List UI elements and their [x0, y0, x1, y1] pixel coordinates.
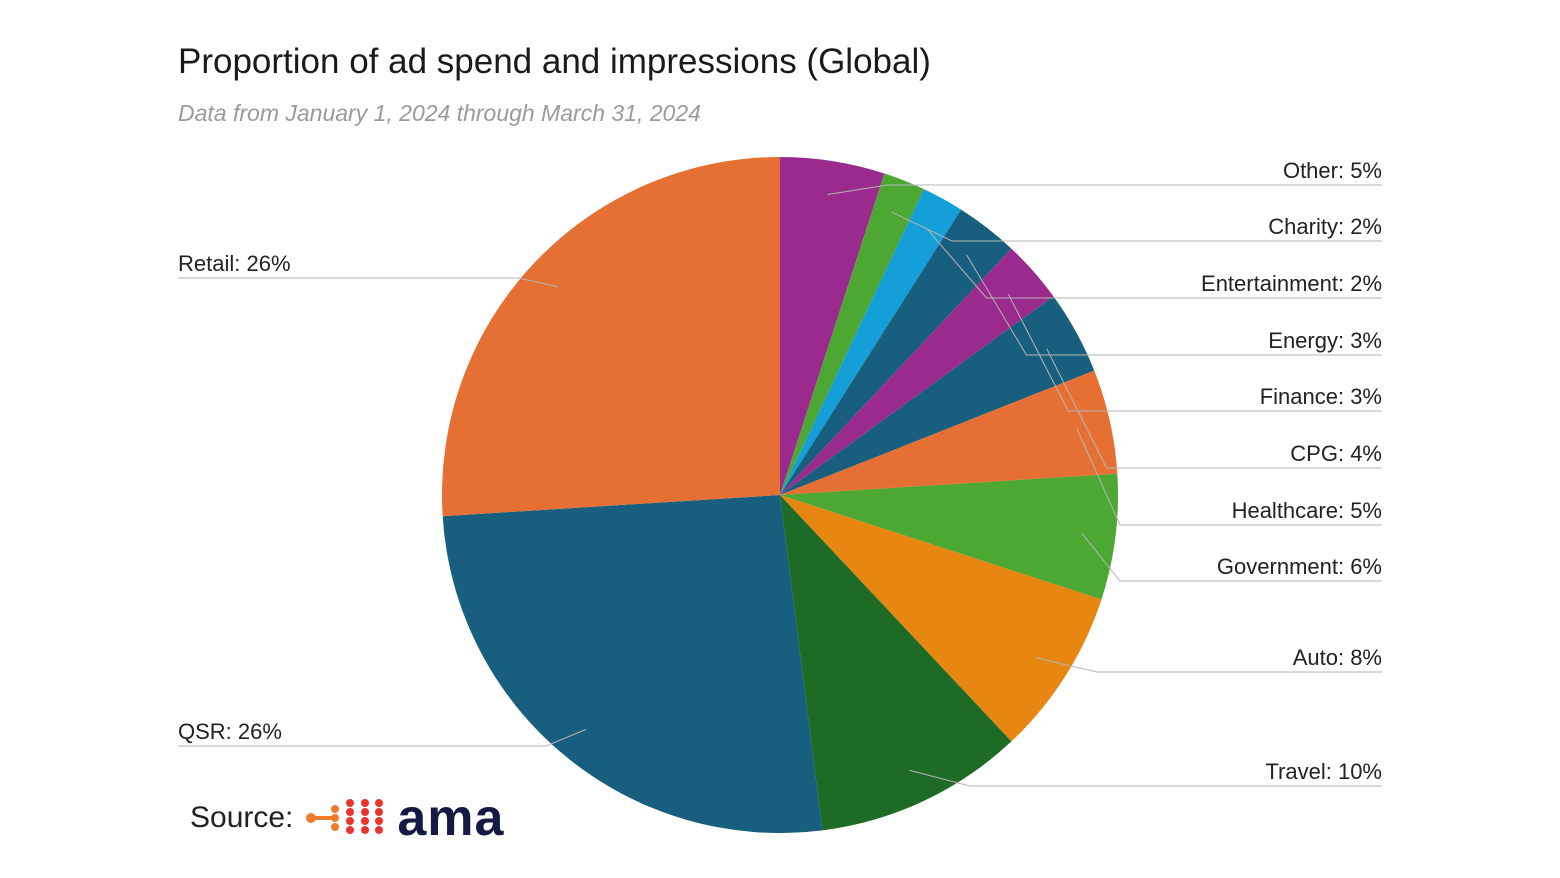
slice-label-energy: Energy: 3% [1268, 328, 1382, 353]
leader-line-other [827, 184, 1382, 196]
slice-label-retail: Retail: 26% [178, 251, 291, 276]
chart-title: Proportion of ad spend and impressions (… [178, 42, 931, 81]
pie-slice-auto [780, 495, 1102, 742]
slice-label-travel: Travel: 10% [1265, 759, 1382, 784]
pie-slice-cpg [780, 296, 1095, 495]
pie-slice-finance [780, 248, 1054, 495]
ama-brand-text: ama [397, 789, 505, 847]
pie-slice-travel [780, 495, 1012, 831]
logo-dot [346, 799, 355, 807]
slice-label-healthcare: Healthcare: 5% [1232, 498, 1382, 523]
logo-dot [331, 814, 340, 822]
leader-line-qsr [178, 728, 587, 747]
leader-lines [178, 184, 1382, 787]
logo-dot [361, 826, 370, 834]
ama-logo-icon [306, 799, 384, 834]
logo-dot [346, 826, 355, 834]
logo-dot [375, 799, 384, 807]
slice-label-cpg: CPG: 4% [1290, 441, 1382, 466]
slice-label-auto: Auto: 8% [1293, 645, 1382, 670]
leader-line-retail [178, 277, 559, 288]
leader-line-cpg [1046, 348, 1382, 469]
pie-slice-qsr [442, 495, 823, 834]
leader-line-government [1081, 532, 1382, 582]
leader-line-charity [891, 211, 1382, 242]
logo-dot [375, 808, 384, 816]
source-label: Source: [190, 801, 294, 834]
slice-label-entertainment: Entertainment: 2% [1201, 271, 1382, 296]
pie-slice-healthcare [780, 370, 1118, 495]
logo-dot [375, 817, 384, 825]
slice-label-government: Government: 6% [1217, 554, 1382, 579]
pie-slice-energy [780, 209, 1012, 495]
logo-dot [346, 817, 355, 825]
pie-slice-entertainment [780, 189, 962, 495]
leader-line-energy [966, 254, 1382, 356]
leader-line-auto [1036, 657, 1382, 673]
logo-dot [361, 817, 370, 825]
leader-line-healthcare [1076, 428, 1382, 526]
leader-line-entertainment [926, 228, 1382, 299]
leader-line-finance [1007, 293, 1382, 412]
slice-label-charity: Charity: 2% [1268, 214, 1382, 239]
logo-dot [331, 823, 340, 831]
pie-slice-charity [780, 173, 924, 495]
pie-slice-government [780, 473, 1118, 600]
pie-slices [441, 157, 1118, 834]
source-attribution: Source: ama [190, 792, 504, 844]
slice-label-finance: Finance: 3% [1260, 384, 1382, 409]
pie-slice-retail [441, 157, 780, 517]
logo-dot [375, 826, 384, 834]
chart-subtitle: Data from January 1, 2024 through March … [178, 100, 701, 126]
logo-dot [331, 805, 340, 813]
leader-line-travel [909, 769, 1382, 787]
slice-labels: Other: 5% Charity: 2% Entertainment: 2% Ene… [178, 158, 1382, 784]
logo-dot [346, 808, 355, 816]
slice-label-qsr: QSR: 26% [178, 719, 282, 744]
logo-dot [361, 808, 370, 816]
pie-slice-other [780, 157, 885, 495]
logo-dot [361, 799, 370, 807]
slice-label-other: Other: 5% [1283, 158, 1382, 183]
